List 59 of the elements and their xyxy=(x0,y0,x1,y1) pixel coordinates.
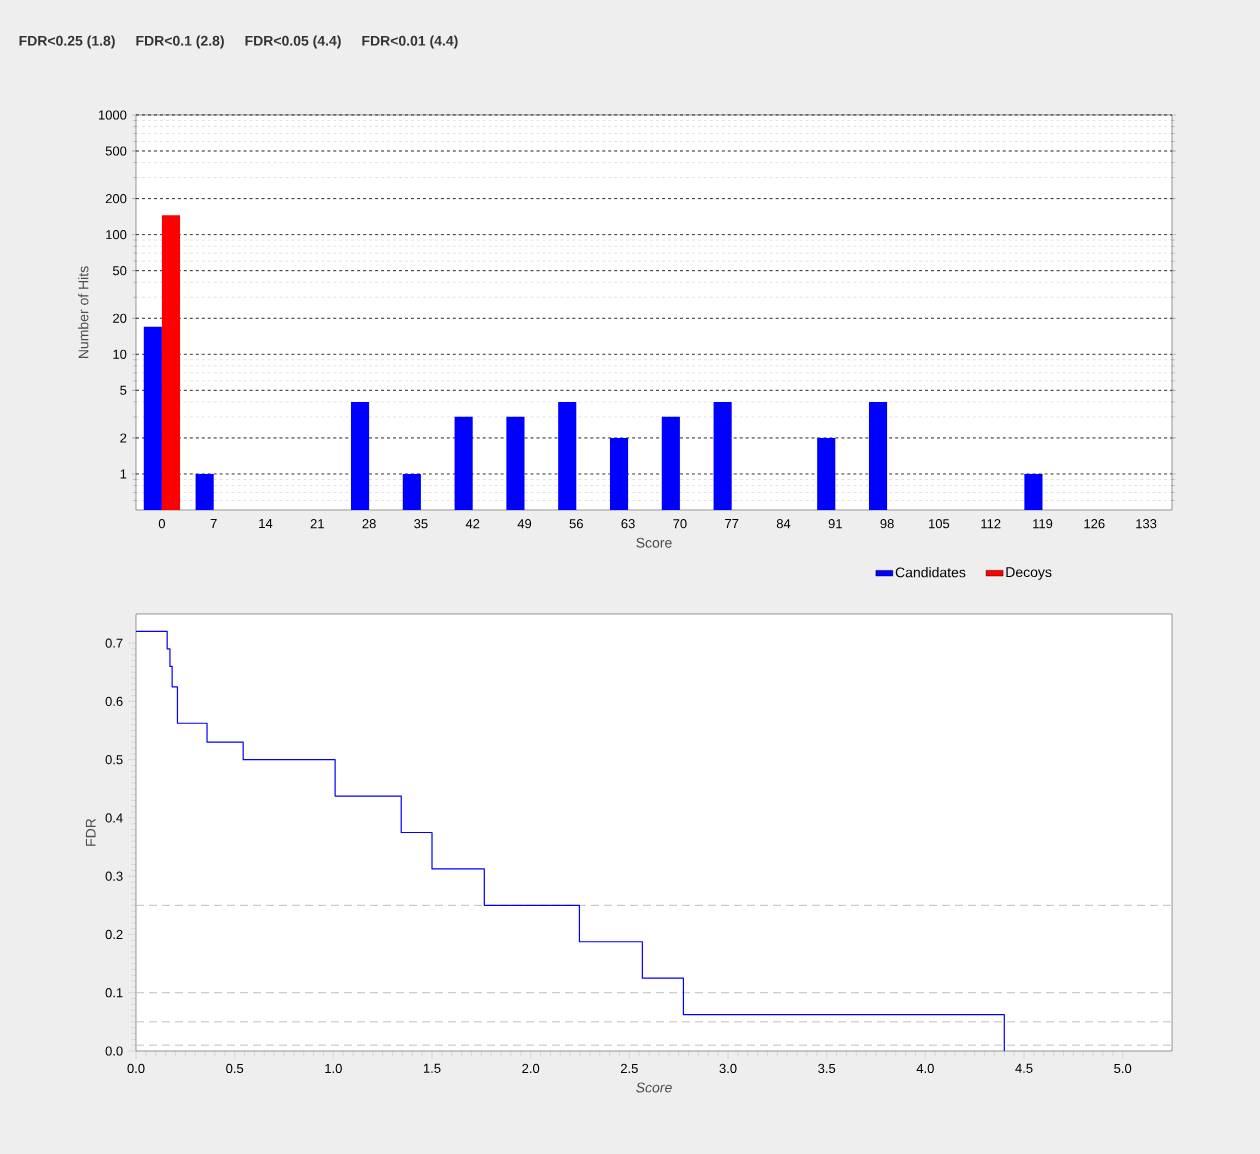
x-tick-label: 0.0 xyxy=(127,1063,145,1074)
x-tick-label: 4.5 xyxy=(1015,1063,1033,1073)
y-tick-label: 20 xyxy=(113,313,127,323)
x-tick-label: 2.0 xyxy=(522,1063,540,1074)
legend-label: Candidates xyxy=(895,567,966,578)
x-tick-label: 112 xyxy=(981,519,1001,529)
x-axis-title: Score xyxy=(636,1082,672,1093)
x-tick-label: 0 xyxy=(158,519,166,529)
y-tick-label: 50 xyxy=(112,266,127,276)
x-tick-label: 3.5 xyxy=(818,1063,836,1074)
x-tick-label: 1.0 xyxy=(325,1063,342,1074)
x-tick-label: 133 xyxy=(1136,519,1157,529)
x-tick-label: 7 xyxy=(210,519,217,529)
y-tick-label: 0.7 xyxy=(105,638,123,648)
x-tick-label: 42 xyxy=(465,519,480,529)
y-tick-label: 2 xyxy=(120,433,127,443)
x-tick-label: 77 xyxy=(725,519,739,529)
x-axis-title: Score xyxy=(636,537,672,548)
x-tick-label: 56 xyxy=(569,519,583,529)
y-tick-label: 200 xyxy=(105,194,127,204)
y-tick-label: 1 xyxy=(120,469,127,479)
x-tick-label: 14 xyxy=(259,519,273,529)
x-tick-label: 0.5 xyxy=(226,1063,244,1074)
y-axis-title: FDR xyxy=(85,818,96,846)
y-tick-label: 0.1 xyxy=(105,988,123,998)
y-axis-title: Number of Hits xyxy=(78,266,89,358)
text: FDR<0.25 (1.8) xyxy=(19,35,115,49)
x-tick-label: 5.0 xyxy=(1114,1063,1132,1074)
x-tick-label: 28 xyxy=(362,519,376,529)
y-tick-label: 0.6 xyxy=(105,696,123,706)
x-tick-label: 2.5 xyxy=(620,1063,638,1074)
y-tick-label: 500 xyxy=(105,146,127,156)
x-tick-label: 63 xyxy=(621,519,635,529)
y-tick-label: 0.4 xyxy=(105,813,123,823)
x-tick-label: 35 xyxy=(414,519,428,529)
y-tick-label: 0.3 xyxy=(105,871,123,881)
x-tick-label: 126 xyxy=(1084,519,1105,529)
x-tick-label: 105 xyxy=(929,519,950,529)
x-tick-label: 84 xyxy=(776,519,791,529)
x-tick-label: 49 xyxy=(517,519,532,529)
text: FDR<0.1 (2.8) xyxy=(136,35,224,49)
x-tick-label: 1.5 xyxy=(423,1063,441,1073)
x-tick-label: 21 xyxy=(310,519,324,529)
y-tick-label: 100 xyxy=(106,230,127,240)
y-tick-label: 5 xyxy=(120,385,127,395)
x-tick-label: 4.0 xyxy=(916,1063,934,1074)
x-tick-label: 98 xyxy=(880,519,894,529)
text: FDR<0.05 (4.4) xyxy=(245,35,341,49)
y-tick-label: 0.0 xyxy=(105,1046,123,1056)
y-tick-label: 0.5 xyxy=(105,755,123,765)
x-tick-label: 91 xyxy=(828,519,842,529)
y-tick-label: 1000 xyxy=(98,110,127,120)
x-tick-label: 70 xyxy=(673,519,687,529)
legend-label: Decoys xyxy=(1006,567,1052,580)
y-tick-label: 10 xyxy=(113,349,127,359)
y-tick-label: 0.2 xyxy=(105,929,123,940)
text: FDR<0.01 (4.4) xyxy=(362,35,458,49)
x-tick-label: 119 xyxy=(1033,519,1053,529)
x-tick-label: 3.0 xyxy=(719,1063,737,1074)
